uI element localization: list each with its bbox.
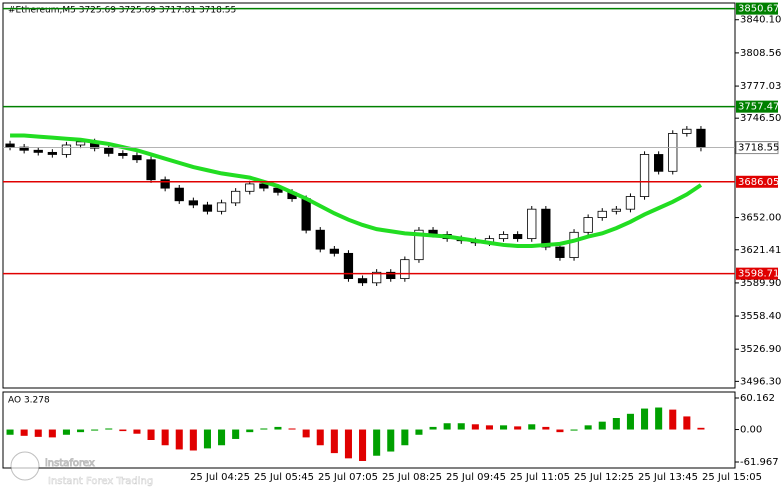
- candle-body: [682, 128, 692, 134]
- candle-body: [583, 217, 593, 233]
- candle-body: [611, 208, 621, 212]
- x-tick-label: 25 Jul 15:05: [702, 472, 762, 483]
- watermark-tagline: Instant Forex Trading: [48, 476, 153, 487]
- candle-body: [513, 234, 523, 240]
- candle-body: [639, 154, 650, 197]
- candle-body: [301, 198, 311, 231]
- chart-title: #Ethereum,M5 3725.69 3725.69 3717.81 371…: [8, 6, 236, 16]
- candle-body: [75, 141, 86, 146]
- y-tick-label: 3652.00: [740, 213, 781, 224]
- level-label: 3686.05: [738, 177, 779, 188]
- candle-body: [231, 190, 241, 204]
- candle-body: [541, 208, 551, 248]
- candle-body: [188, 200, 198, 206]
- candle-body: [654, 154, 664, 172]
- candle-body: [202, 204, 213, 212]
- level-tag: [736, 2, 778, 15]
- x-tick-label: 25 Jul 08:25: [382, 472, 442, 483]
- indicator-frame: [2, 391, 736, 469]
- candle-body: [386, 271, 396, 280]
- y-tick-label: 3840.10: [740, 15, 781, 26]
- main-frame: [2, 2, 736, 389]
- candle-body: [400, 259, 410, 280]
- candle-body: [372, 271, 382, 284]
- candle-body: [259, 183, 269, 189]
- candle-body: [696, 128, 706, 148]
- candle-body: [5, 143, 15, 148]
- candle-body: [61, 144, 72, 155]
- x-tick-label: 25 Jul 09:45: [446, 472, 506, 483]
- candle-body: [597, 210, 607, 218]
- candle-body: [47, 151, 57, 155]
- y-tick-label: 3589.90: [740, 278, 781, 289]
- x-tick-label: 25 Jul 07:05: [318, 472, 378, 483]
- candle-body: [245, 183, 255, 192]
- y-tick-label: 3746.50: [740, 113, 781, 124]
- candle-body: [357, 278, 368, 284]
- y-tick-label: 3621.41: [740, 245, 781, 256]
- y-tick-label: 3496.30: [740, 376, 781, 387]
- x-tick-label: 25 Jul 11:05: [510, 472, 570, 483]
- y-tick-label: 3777.03: [740, 81, 781, 92]
- candle-body: [216, 202, 227, 212]
- candle-body: [104, 147, 114, 154]
- candle-body: [668, 133, 678, 172]
- candle-body: [569, 231, 579, 258]
- y-tick-label: 3558.40: [740, 311, 781, 322]
- y2-tick-label: 0.00: [740, 425, 762, 436]
- candle-body: [118, 153, 128, 156]
- current-price-tag: [735, 141, 779, 155]
- candle-body: [498, 234, 509, 240]
- level-tag: [736, 175, 778, 188]
- level-tag: [736, 100, 778, 113]
- candle-body: [132, 155, 142, 161]
- watermark-brand: instaforex: [45, 458, 95, 469]
- candle-body: [625, 196, 636, 210]
- candle-body: [146, 159, 156, 181]
- candle-body: [19, 146, 29, 151]
- level-label: 3757.47: [738, 102, 779, 113]
- level-tag: [736, 267, 778, 280]
- candle-body: [414, 229, 424, 261]
- candle-body: [555, 246, 565, 258]
- candle-body: [527, 208, 537, 240]
- candle-body: [160, 179, 170, 189]
- x-tick-label: 25 Jul 12:25: [574, 472, 634, 483]
- y-tick-label: 3808.56: [740, 48, 781, 59]
- candle-body: [33, 149, 43, 153]
- indicator-label: AO 3.278: [8, 396, 50, 406]
- y2-tick-label: -61.967: [740, 457, 779, 468]
- y2-tick-label: 60.162: [740, 393, 775, 404]
- y-tick-label: 3526.90: [740, 344, 781, 355]
- x-tick-label: 25 Jul 04:25: [190, 472, 250, 483]
- candle-body: [329, 248, 339, 254]
- candle-body: [315, 229, 325, 250]
- level-label: 3850.67: [738, 4, 779, 15]
- x-tick-label: 25 Jul 05:45: [254, 472, 314, 483]
- candle-body: [174, 187, 184, 202]
- candle-body: [343, 252, 354, 280]
- current-price-label: 3718.55: [738, 143, 779, 154]
- watermark-logo: [10, 451, 40, 481]
- level-label: 3598.71: [738, 269, 779, 280]
- x-tick-label: 25 Jul 13:45: [638, 472, 698, 483]
